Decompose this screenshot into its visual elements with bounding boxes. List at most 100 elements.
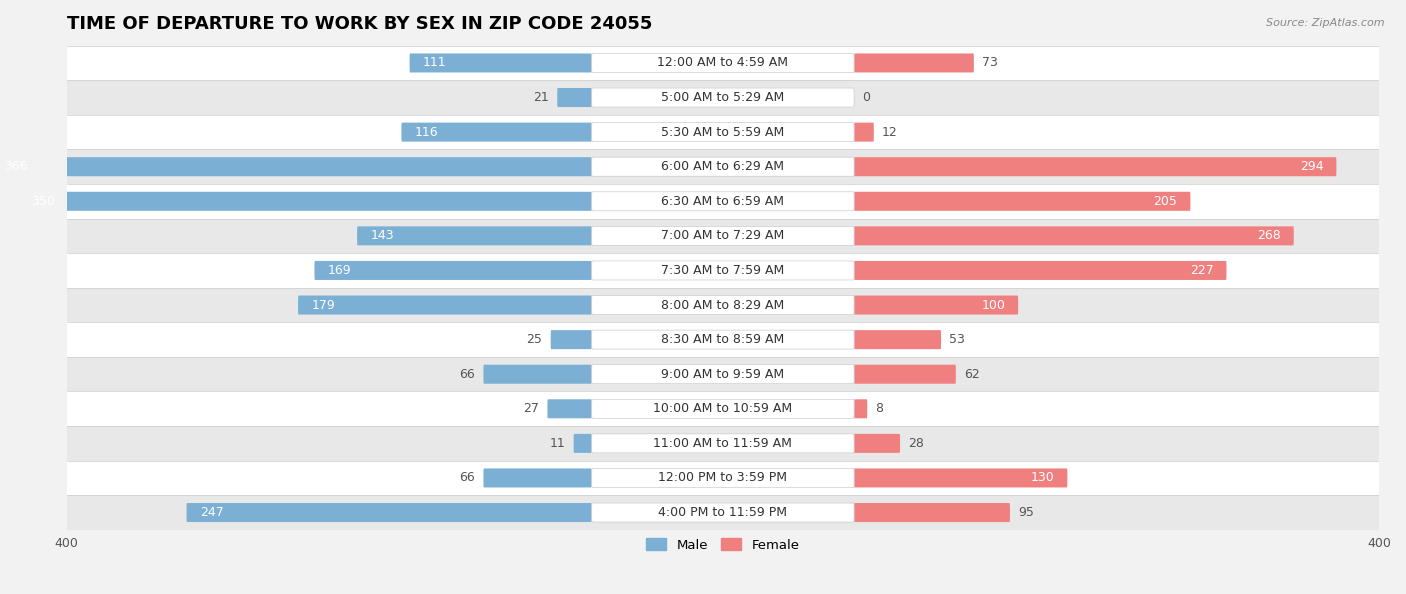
Bar [66,184,1379,219]
FancyBboxPatch shape [592,53,853,72]
FancyBboxPatch shape [592,503,853,522]
FancyBboxPatch shape [853,192,1191,211]
FancyBboxPatch shape [557,88,592,107]
Text: 12:00 AM to 4:59 AM: 12:00 AM to 4:59 AM [658,56,789,69]
Text: 116: 116 [415,125,439,138]
Text: 4:00 PM to 11:59 PM: 4:00 PM to 11:59 PM [658,506,787,519]
Text: 350: 350 [31,195,55,208]
FancyBboxPatch shape [592,157,853,176]
FancyBboxPatch shape [551,330,592,349]
FancyBboxPatch shape [592,261,853,280]
Text: 7:00 AM to 7:29 AM: 7:00 AM to 7:29 AM [661,229,785,242]
Text: 100: 100 [981,299,1005,311]
Text: 247: 247 [200,506,224,519]
Text: 205: 205 [1153,195,1177,208]
Text: 95: 95 [1018,506,1033,519]
Text: 227: 227 [1189,264,1213,277]
Bar [66,461,1379,495]
Text: 53: 53 [949,333,965,346]
Text: 9:00 AM to 9:59 AM: 9:00 AM to 9:59 AM [661,368,785,381]
Text: 111: 111 [423,56,446,69]
Text: 62: 62 [965,368,980,381]
Bar [66,426,1379,461]
Text: 12:00 PM to 3:59 PM: 12:00 PM to 3:59 PM [658,472,787,485]
Text: 8:30 AM to 8:59 AM: 8:30 AM to 8:59 AM [661,333,785,346]
FancyBboxPatch shape [574,434,592,453]
FancyBboxPatch shape [592,469,853,488]
Bar [66,150,1379,184]
Text: 8: 8 [876,402,883,415]
FancyBboxPatch shape [484,469,592,488]
FancyBboxPatch shape [853,365,956,384]
FancyBboxPatch shape [853,503,1010,522]
FancyBboxPatch shape [547,399,592,418]
FancyBboxPatch shape [592,434,853,453]
FancyBboxPatch shape [853,296,1018,315]
FancyBboxPatch shape [853,330,941,349]
Bar [66,219,1379,253]
Text: 6:30 AM to 6:59 AM: 6:30 AM to 6:59 AM [661,195,785,208]
FancyBboxPatch shape [0,157,592,176]
Text: 130: 130 [1031,472,1054,485]
FancyBboxPatch shape [401,122,592,141]
Text: 179: 179 [311,299,335,311]
Text: 6:00 AM to 6:29 AM: 6:00 AM to 6:29 AM [661,160,785,173]
FancyBboxPatch shape [484,365,592,384]
Text: 5:30 AM to 5:59 AM: 5:30 AM to 5:59 AM [661,125,785,138]
FancyBboxPatch shape [592,122,853,141]
Text: 12: 12 [882,125,898,138]
Text: 25: 25 [527,333,543,346]
FancyBboxPatch shape [592,192,853,211]
Text: 366: 366 [4,160,28,173]
Bar [66,357,1379,391]
Text: 21: 21 [533,91,548,104]
Text: 73: 73 [981,56,998,69]
Bar [66,287,1379,323]
Text: 169: 169 [328,264,352,277]
Text: 143: 143 [370,229,394,242]
FancyBboxPatch shape [592,226,853,245]
FancyBboxPatch shape [592,330,853,349]
Text: 11: 11 [550,437,565,450]
Text: Source: ZipAtlas.com: Source: ZipAtlas.com [1267,18,1385,28]
FancyBboxPatch shape [853,122,873,141]
FancyBboxPatch shape [592,365,853,384]
FancyBboxPatch shape [853,399,868,418]
Text: 8:00 AM to 8:29 AM: 8:00 AM to 8:29 AM [661,299,785,311]
Bar [66,253,1379,287]
Text: 294: 294 [1299,160,1323,173]
Text: 5:00 AM to 5:29 AM: 5:00 AM to 5:29 AM [661,91,785,104]
FancyBboxPatch shape [853,226,1294,245]
Text: 10:00 AM to 10:59 AM: 10:00 AM to 10:59 AM [654,402,793,415]
Text: 66: 66 [460,368,475,381]
FancyBboxPatch shape [409,53,592,72]
Text: 27: 27 [523,402,538,415]
FancyBboxPatch shape [853,261,1226,280]
Text: 66: 66 [460,472,475,485]
Text: 7:30 AM to 7:59 AM: 7:30 AM to 7:59 AM [661,264,785,277]
Bar [66,46,1379,80]
FancyBboxPatch shape [187,503,592,522]
FancyBboxPatch shape [853,157,1337,176]
Text: TIME OF DEPARTURE TO WORK BY SEX IN ZIP CODE 24055: TIME OF DEPARTURE TO WORK BY SEX IN ZIP … [66,15,652,33]
FancyBboxPatch shape [357,226,592,245]
Text: 11:00 AM to 11:59 AM: 11:00 AM to 11:59 AM [654,437,793,450]
FancyBboxPatch shape [17,192,592,211]
Bar [66,495,1379,530]
Text: 268: 268 [1257,229,1281,242]
FancyBboxPatch shape [853,469,1067,488]
Text: 28: 28 [908,437,924,450]
FancyBboxPatch shape [592,399,853,418]
Text: 0: 0 [862,91,870,104]
FancyBboxPatch shape [853,53,974,72]
Bar [66,115,1379,150]
FancyBboxPatch shape [298,296,592,315]
Legend: Male, Female: Male, Female [641,533,804,557]
FancyBboxPatch shape [592,296,853,315]
FancyBboxPatch shape [592,88,853,107]
Bar [66,323,1379,357]
FancyBboxPatch shape [853,434,900,453]
Bar [66,80,1379,115]
Bar [66,391,1379,426]
FancyBboxPatch shape [315,261,592,280]
